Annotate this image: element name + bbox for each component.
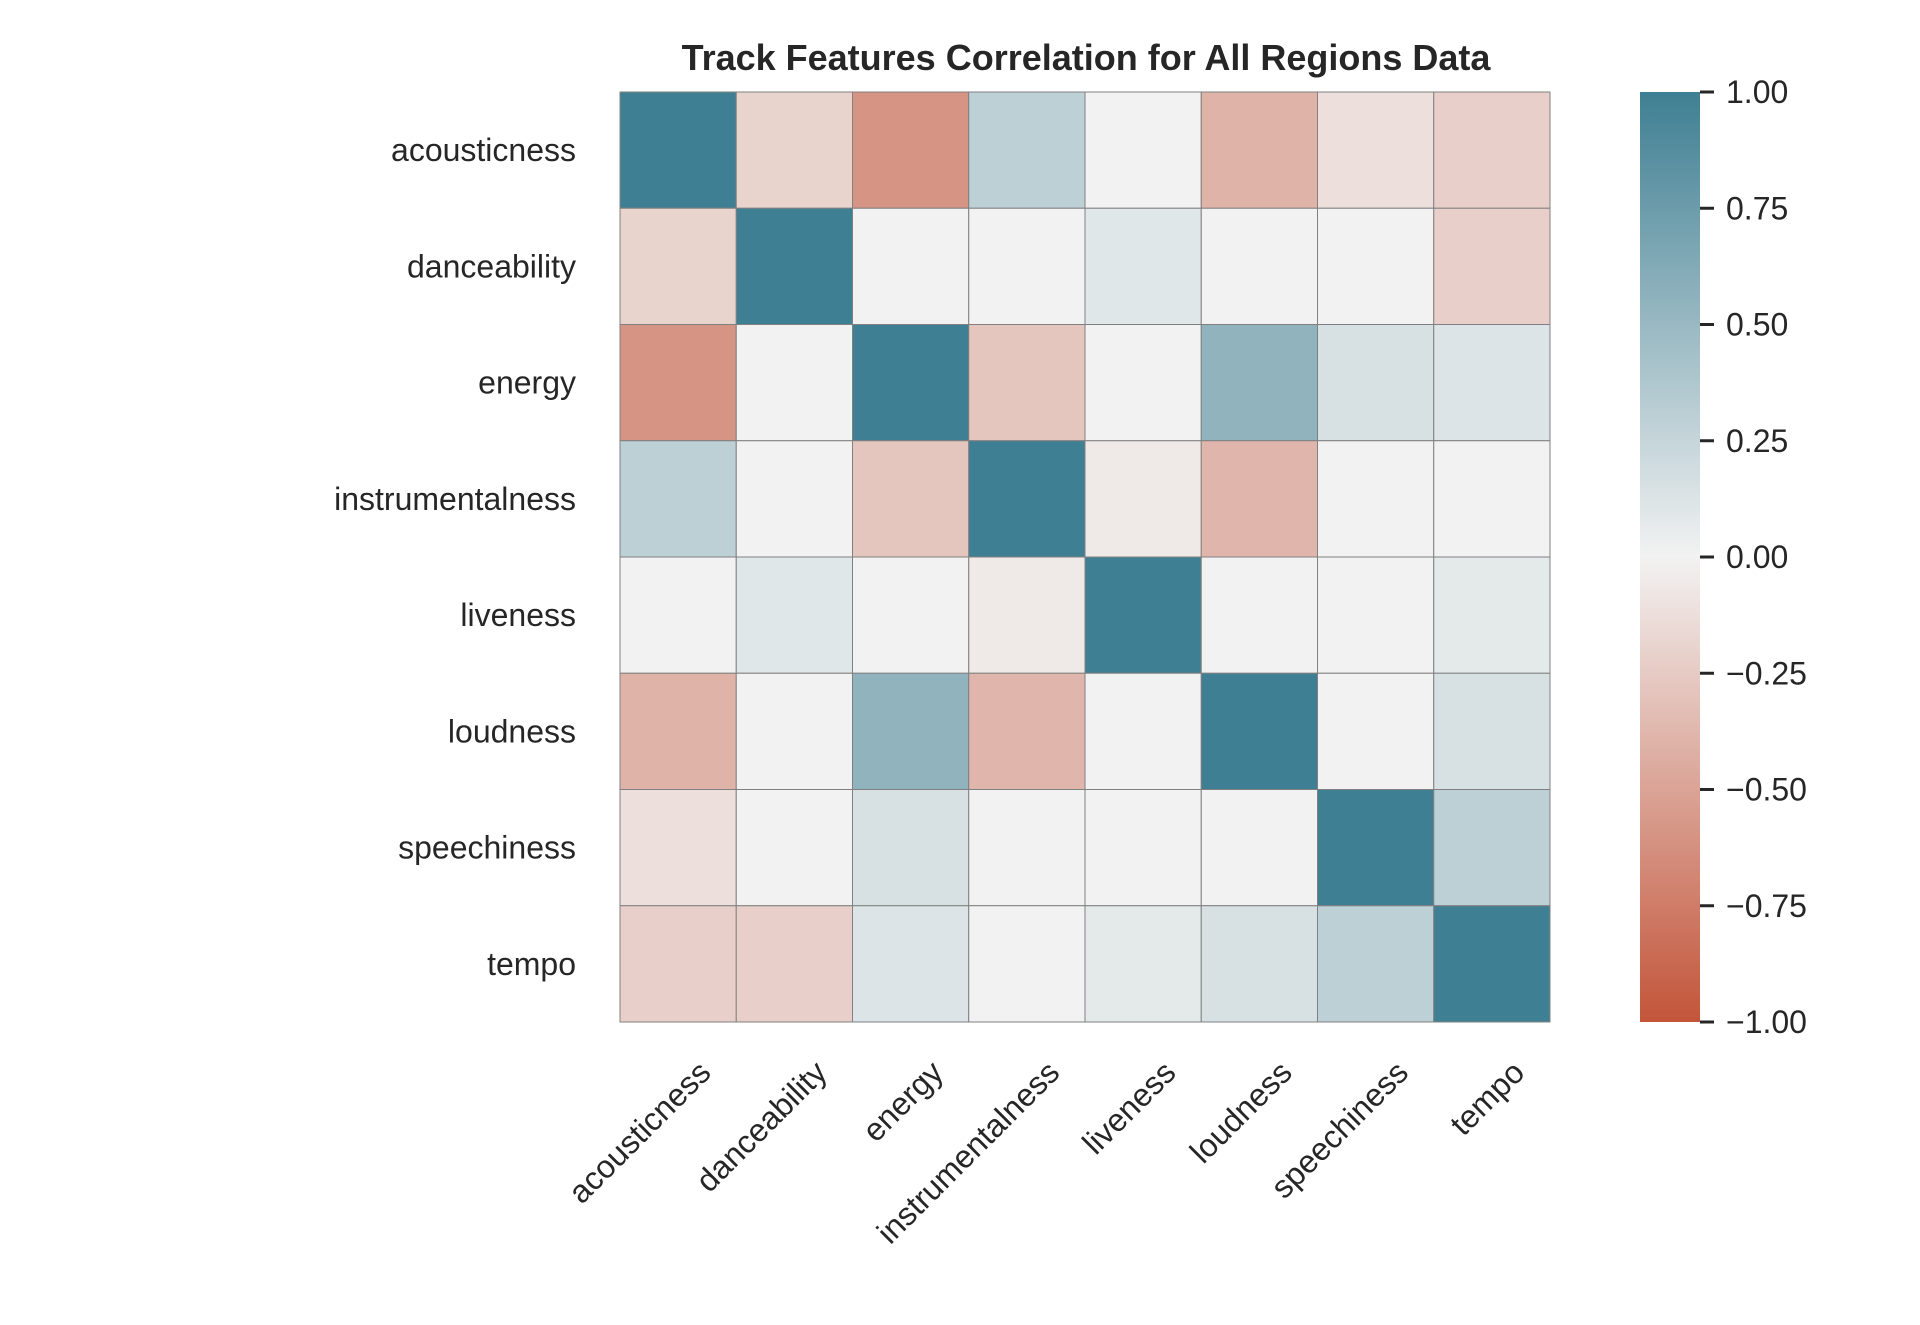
- row-label-liveness: liveness: [460, 597, 576, 633]
- heatmap-cell-instrumentalness-acousticness: [619, 440, 737, 558]
- heatmap-cell-loudness-energy: [852, 672, 970, 790]
- heatmap-cell-liveness-instrumentalness: [968, 556, 1086, 674]
- row-label-danceability: danceability: [407, 248, 576, 284]
- heatmap-cell-loudness-loudness: [1200, 672, 1318, 790]
- heatmap-cell-energy-liveness: [1084, 324, 1202, 442]
- heatmap-cell-liveness-speechiness: [1317, 556, 1435, 674]
- chart-title: Track Features Correlation for All Regio…: [682, 37, 1492, 78]
- heatmap-cell-danceability-acousticness: [619, 207, 737, 325]
- heatmap-cell-liveness-loudness: [1200, 556, 1318, 674]
- heatmap-cell-acousticness-acousticness: [619, 91, 737, 209]
- heatmap-cell-instrumentalness-loudness: [1200, 440, 1318, 558]
- heatmap-cell-danceability-speechiness: [1317, 207, 1435, 325]
- heatmap-cell-speechiness-energy: [852, 789, 970, 907]
- colorbar-tick-label: −0.25: [1726, 655, 1807, 691]
- heatmap-cell-acousticness-instrumentalness: [968, 91, 1086, 209]
- row-label-loudness: loudness: [448, 713, 576, 749]
- heatmap-cell-instrumentalness-speechiness: [1317, 440, 1435, 558]
- heatmap-cell-energy-energy: [852, 324, 970, 442]
- heatmap-cell-acousticness-liveness: [1084, 91, 1202, 209]
- heatmap-cell-tempo-speechiness: [1317, 905, 1435, 1023]
- heatmap-cell-energy-loudness: [1200, 324, 1318, 442]
- colorbar-tick-label: 1.00: [1726, 74, 1788, 110]
- heatmap-cell-instrumentalness-energy: [852, 440, 970, 558]
- heatmap-cell-loudness-instrumentalness: [968, 672, 1086, 790]
- colorbar-gradient: [1640, 92, 1700, 1022]
- heatmap-cell-loudness-danceability: [735, 672, 853, 790]
- heatmap-cell-tempo-danceability: [735, 905, 853, 1023]
- heatmap-cell-speechiness-acousticness: [619, 789, 737, 907]
- heatmap-cell-acousticness-speechiness: [1317, 91, 1435, 209]
- heatmap-cell-tempo-liveness: [1084, 905, 1202, 1023]
- colorbar-tick-label: 0.25: [1726, 423, 1788, 459]
- heatmap-cell-acousticness-danceability: [735, 91, 853, 209]
- row-label-tempo: tempo: [487, 946, 576, 982]
- heatmap-cell-danceability-loudness: [1200, 207, 1318, 325]
- heatmap-cell-speechiness-danceability: [735, 789, 853, 907]
- heatmap-cell-speechiness-liveness: [1084, 789, 1202, 907]
- column-label-acousticness: acousticness: [561, 1054, 717, 1210]
- heatmap-cell-tempo-loudness: [1200, 905, 1318, 1023]
- heatmap-cell-danceability-danceability: [735, 207, 853, 325]
- heatmap-cell-liveness-danceability: [735, 556, 853, 674]
- heatmap-cell-tempo-energy: [852, 905, 970, 1023]
- colorbar-tick-label: −0.50: [1726, 772, 1807, 808]
- heatmap-cell-instrumentalness-liveness: [1084, 440, 1202, 558]
- heatmap-cell-liveness-acousticness: [619, 556, 737, 674]
- colorbar-tick-label: 0.50: [1726, 307, 1788, 343]
- heatmap-cell-danceability-energy: [852, 207, 970, 325]
- heatmap-cell-loudness-acousticness: [619, 672, 737, 790]
- heatmap-cell-energy-tempo: [1433, 324, 1551, 442]
- heatmap-cell-acousticness-loudness: [1200, 91, 1318, 209]
- heatmap-cell-tempo-tempo: [1433, 905, 1551, 1023]
- heatmap-cell-instrumentalness-instrumentalness: [968, 440, 1086, 558]
- heatmap-cell-danceability-instrumentalness: [968, 207, 1086, 325]
- heatmap-cell-energy-instrumentalness: [968, 324, 1086, 442]
- heatmap-cells: [619, 91, 1551, 1023]
- column-label-tempo: tempo: [1443, 1054, 1531, 1142]
- heatmap-cell-loudness-speechiness: [1317, 672, 1435, 790]
- colorbar: 1.00 0.75 0.50 0.25 0.00 −0.25 −0.50 −0.75 −1.00: [1640, 74, 1807, 1040]
- row-label-speechiness: speechiness: [398, 830, 576, 866]
- heatmap-cell-instrumentalness-danceability: [735, 440, 853, 558]
- heatmap-cell-speechiness-instrumentalness: [968, 789, 1086, 907]
- row-label-energy: energy: [478, 365, 576, 401]
- colorbar-tick-label: 0.00: [1726, 539, 1788, 575]
- row-labels: acousticness danceability energy instrument…: [334, 132, 576, 982]
- heatmap-cell-energy-acousticness: [619, 324, 737, 442]
- heatmap-cell-energy-speechiness: [1317, 324, 1435, 442]
- heatmap-cell-liveness-energy: [852, 556, 970, 674]
- heatmap-cell-instrumentalness-tempo: [1433, 440, 1551, 558]
- heatmap-cell-liveness-tempo: [1433, 556, 1551, 674]
- row-label-acousticness: acousticness: [391, 132, 576, 168]
- heatmap-cell-acousticness-tempo: [1433, 91, 1551, 209]
- colorbar-tick-label: −0.75: [1726, 888, 1807, 924]
- heatmap-cell-tempo-acousticness: [619, 905, 737, 1023]
- heatmap-cell-speechiness-tempo: [1433, 789, 1551, 907]
- column-label-loudness: loudness: [1183, 1054, 1299, 1170]
- heatmap-cell-danceability-tempo: [1433, 207, 1551, 325]
- heatmap-cell-liveness-liveness: [1084, 556, 1202, 674]
- heatmap-cell-loudness-tempo: [1433, 672, 1551, 790]
- row-label-instrumentalness: instrumentalness: [334, 481, 576, 517]
- heatmap-cell-energy-danceability: [735, 324, 853, 442]
- heatmap-cell-acousticness-energy: [852, 91, 970, 209]
- heatmap-cell-speechiness-speechiness: [1317, 789, 1435, 907]
- heatmap-cell-loudness-liveness: [1084, 672, 1202, 790]
- column-label-energy: energy: [855, 1054, 950, 1149]
- colorbar-tick-label: 0.75: [1726, 190, 1788, 226]
- heatmap-cell-danceability-liveness: [1084, 207, 1202, 325]
- heatmap-cell-tempo-instrumentalness: [968, 905, 1086, 1023]
- heatmap-cell-speechiness-loudness: [1200, 789, 1318, 907]
- colorbar-tick-label: −1.00: [1726, 1004, 1807, 1040]
- column-label-liveness: liveness: [1075, 1054, 1182, 1161]
